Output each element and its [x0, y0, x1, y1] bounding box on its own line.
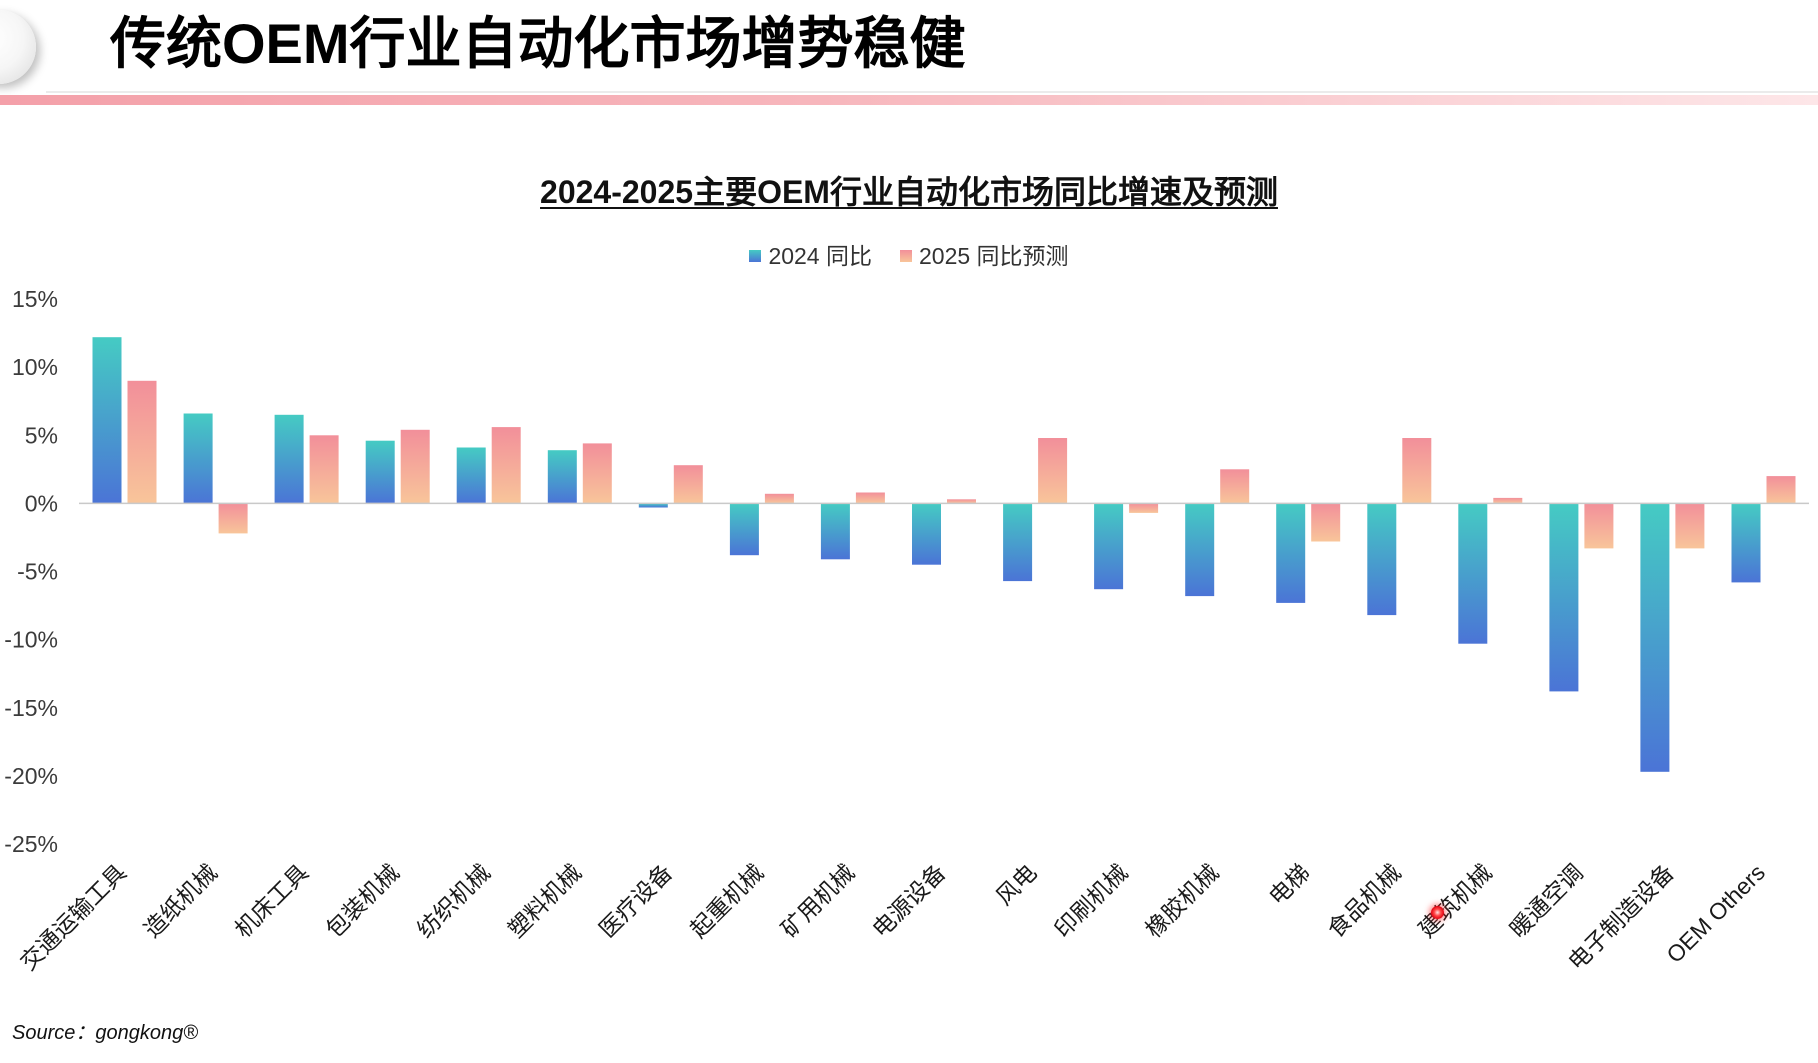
x-tick-label: 造纸机械 — [139, 859, 222, 942]
bar-series-1-category-4 — [365, 440, 395, 504]
y-tick-label: -20% — [4, 763, 58, 789]
bar-series-2-category-16 — [1493, 497, 1523, 504]
x-tick-label: 食品机械 — [1322, 859, 1405, 942]
legend-marker-2024 — [749, 250, 762, 262]
bar-series-1-category-5 — [456, 447, 486, 504]
bar-series-2-category-3 — [309, 435, 339, 504]
y-tick-label: -15% — [4, 695, 58, 721]
source-note: Source：gongkong® — [12, 1022, 198, 1044]
bar-series-1-category-19 — [1731, 503, 1761, 583]
x-tick-label: 机床工具 — [230, 859, 313, 942]
y-tick-label: -25% — [4, 831, 58, 857]
y-tick-label: 15% — [12, 286, 58, 312]
x-tick-label: 橡胶机械 — [1140, 859, 1223, 942]
x-tick-label: 印刷机械 — [1049, 859, 1132, 942]
bar-series-2-category-6 — [582, 443, 612, 504]
bar-series-1-category-1 — [92, 337, 122, 504]
legend-label-2024: 2024 同比 — [768, 243, 872, 269]
bar-series-1-category-15 — [1367, 503, 1397, 616]
bar-series-2-category-14 — [1311, 503, 1341, 542]
bar-series-1-category-11 — [1003, 503, 1033, 582]
x-tick-label: 建筑机械 — [1413, 859, 1496, 942]
x-tick-label: 矿用机械 — [776, 859, 859, 942]
bar-series-2-category-18 — [1675, 503, 1705, 549]
header-divider-band — [0, 95, 1818, 105]
x-tick-label: OEM Others — [1661, 859, 1770, 968]
bar-series-2-category-19 — [1766, 476, 1796, 504]
bar-series-2-category-13 — [1220, 469, 1250, 504]
bar-series-2-category-15 — [1402, 438, 1432, 504]
bar-series-2-category-2 — [218, 503, 248, 534]
slide-title: 传统OEM行业自动化市场增势稳健 — [110, 12, 966, 75]
bar-series-1-category-2 — [183, 413, 213, 504]
x-tick-label: 包装机械 — [321, 859, 404, 942]
bar-series-2-category-11 — [1038, 438, 1068, 504]
bars-layer — [92, 337, 1796, 772]
x-tick-label: 起重机械 — [685, 859, 768, 942]
y-tick-label: -10% — [4, 627, 58, 653]
legend-item-2025: 2025 同比预测 — [900, 241, 1069, 271]
bar-series-2-category-1 — [127, 380, 157, 504]
bar-series-1-category-13 — [1185, 503, 1215, 597]
y-axis-ticks: 15% 10% 5% 0% -5% -10% -15% -20% -25% — [4, 286, 58, 857]
x-tick-label: 电源设备 — [867, 859, 950, 942]
bar-series-1-category-14 — [1276, 503, 1306, 603]
y-tick-label: 5% — [25, 422, 58, 448]
header-divider-line — [46, 91, 1818, 93]
bar-series-2-category-8 — [764, 493, 794, 504]
x-tick-label: 电梯 — [1264, 859, 1315, 910]
chart-title: 2024-2025主要OEM行业自动化市场同比增速及预测 — [540, 174, 1278, 210]
bar-series-1-category-3 — [274, 414, 304, 504]
x-axis-labels: 交通运输工具 造纸机械 机床工具 包装机械 纺织机械 塑料机械 医疗设备 起重机械 矿用机械 电源… — [15, 859, 1770, 975]
bar-series-1-category-6 — [547, 450, 577, 504]
bar-series-1-category-8 — [729, 503, 759, 556]
bar-series-1-category-18 — [1640, 503, 1670, 772]
y-tick-label: 10% — [12, 354, 58, 380]
bar-series-1-category-10 — [912, 503, 941, 565]
bar-series-1-category-9 — [820, 503, 850, 560]
legend-marker-2025 — [900, 250, 912, 262]
bar-series-2-category-4 — [400, 429, 430, 504]
bar-series-2-category-9 — [855, 492, 885, 504]
bar-series-2-category-10 — [947, 499, 976, 504]
pointer-dot — [1431, 906, 1444, 919]
bar-series-1-category-12 — [1094, 503, 1124, 590]
x-tick-label: 交通运输工具 — [15, 859, 131, 975]
bar-series-2-category-12 — [1129, 503, 1159, 513]
x-tick-label: 纺织机械 — [412, 859, 495, 942]
bar-series-2-category-5 — [491, 427, 521, 504]
bar-series-1-category-16 — [1458, 503, 1488, 644]
y-tick-label: 0% — [25, 490, 58, 516]
legend-label-2025: 2025 同比预测 — [919, 243, 1069, 269]
bar-series-1-category-17 — [1549, 503, 1579, 692]
x-tick-label: 塑料机械 — [503, 859, 586, 942]
x-tick-label: 风电 — [991, 859, 1042, 910]
x-tick-label: 暖通空调 — [1504, 859, 1587, 942]
chart-legend: 2024 同比 2025 同比预测 — [0, 241, 1818, 271]
y-tick-label: -5% — [17, 559, 58, 585]
bar-series-2-category-17 — [1584, 503, 1614, 549]
bar-series-1-category-7 — [638, 503, 668, 508]
x-tick-label: 医疗设备 — [594, 859, 677, 942]
legend-item-2024: 2024 同比 — [749, 241, 872, 271]
bar-series-2-category-7 — [673, 465, 703, 504]
